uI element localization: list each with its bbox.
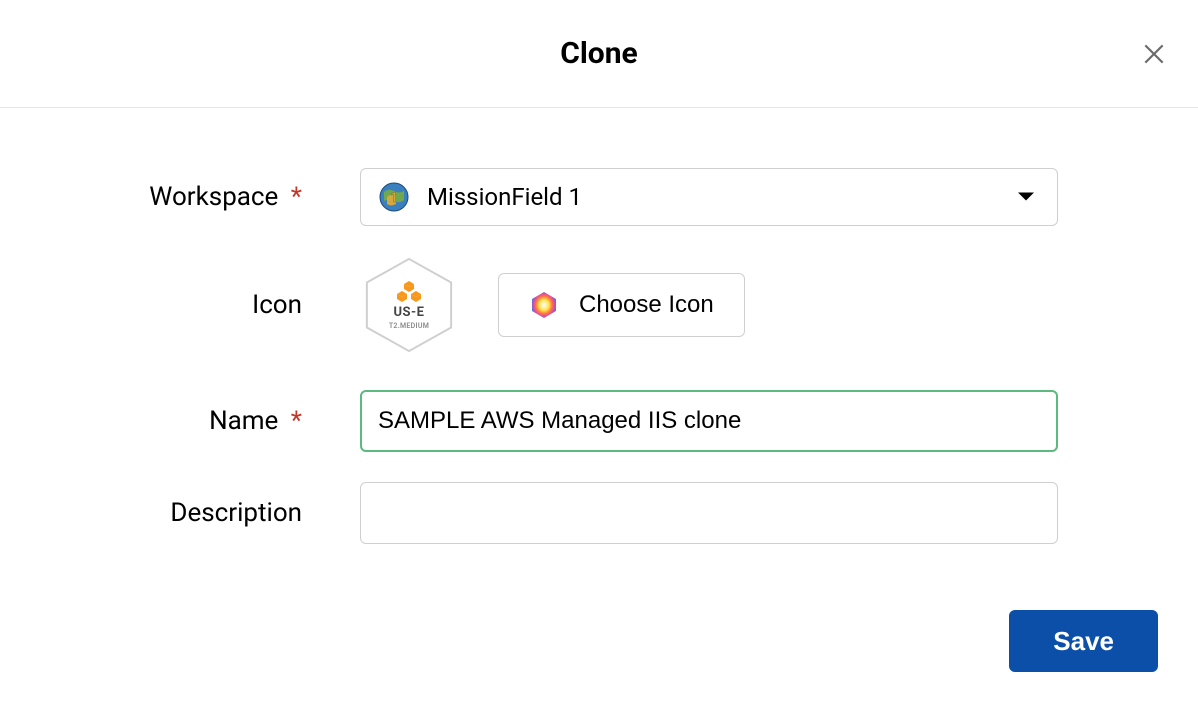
workspace-value: MissionField 1: [427, 183, 582, 211]
description-control: [360, 482, 1058, 544]
workspace-select[interactable]: 1 MissionField 1: [360, 168, 1058, 226]
icon-size-text: T2.MEDIUM: [389, 322, 429, 330]
close-icon: [1141, 41, 1167, 67]
description-row: Description: [140, 482, 1058, 544]
clone-modal: Clone Workspace *: [0, 0, 1198, 712]
workspace-label-text: Workspace: [149, 182, 278, 212]
name-control: [360, 390, 1058, 452]
icon-region-text: US-E: [393, 305, 424, 320]
name-input[interactable]: [360, 390, 1058, 452]
color-swatch-icon: [529, 290, 559, 320]
icon-row: Icon: [140, 256, 1058, 354]
workspace-row: Workspace * 1 MissionField 1: [140, 168, 1058, 226]
name-row: Name *: [140, 390, 1058, 452]
modal-header: Clone: [0, 0, 1198, 108]
icon-control: US-E T2.MEDIUM: [360, 256, 1058, 354]
choose-icon-label: Choose Icon: [579, 291, 714, 319]
save-button[interactable]: Save: [1009, 610, 1158, 672]
close-button[interactable]: [1138, 38, 1170, 70]
globe-icon: 1: [379, 182, 409, 212]
aws-cubes-icon: [396, 281, 422, 303]
icon-label-text: Icon: [252, 290, 302, 320]
description-label: Description: [140, 498, 360, 528]
modal-footer: Save: [0, 610, 1198, 712]
chevron-down-icon: [1017, 188, 1035, 207]
workspace-label: Workspace *: [140, 182, 360, 212]
workspace-control: 1 MissionField 1: [360, 168, 1058, 226]
choose-icon-button[interactable]: Choose Icon: [498, 273, 745, 337]
description-input[interactable]: [360, 482, 1058, 544]
modal-title: Clone: [560, 36, 638, 71]
name-label: Name *: [140, 406, 360, 436]
save-button-label: Save: [1053, 626, 1114, 656]
modal-body: Workspace * 1 MissionField 1: [0, 108, 1198, 610]
name-label-text: Name: [209, 406, 278, 436]
required-marker: *: [291, 406, 302, 436]
required-marker: *: [291, 182, 302, 212]
current-icon-preview: US-E T2.MEDIUM: [360, 256, 458, 354]
icon-label: Icon: [140, 290, 360, 320]
description-label-text: Description: [170, 498, 302, 528]
svg-text:1: 1: [390, 190, 398, 206]
